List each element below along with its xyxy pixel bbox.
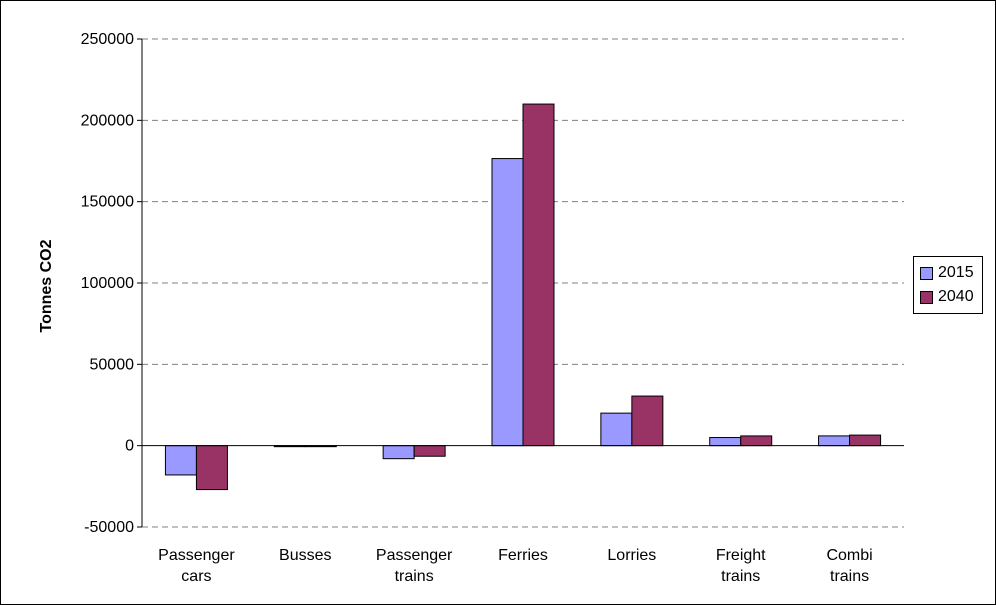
bar-2015 (600, 412, 633, 447)
legend-swatch-2040 (920, 290, 933, 304)
bar-2015 (709, 437, 742, 447)
legend: 2015 2040 (913, 256, 983, 314)
x-category-label-line: trains (721, 568, 760, 585)
y-tick-labels: -50000 0 50000 100000 150000 200000 250000 (81, 31, 134, 536)
bar-2040 (740, 435, 773, 447)
x-category-label: Freight trains (716, 547, 766, 585)
x-category-label-line: Passenger (158, 547, 235, 564)
y-tick-label: 200000 (81, 112, 134, 129)
x-category-label: Passenger cars (158, 547, 235, 585)
x-category-label-line: Busses (279, 547, 331, 564)
bar-2040 (195, 445, 228, 491)
x-category-label-line: trains (395, 568, 434, 585)
bar-2040 (631, 395, 664, 447)
bar-2040 (413, 445, 446, 457)
legend-item-2015: 2015 (920, 263, 974, 283)
bar-2015 (164, 445, 197, 476)
bar-2015 (491, 158, 524, 447)
x-category-label: Passenger trains (376, 547, 453, 585)
axes (137, 38, 904, 528)
legend-label-2040: 2040 (938, 288, 974, 305)
y-tick-label: 150000 (81, 194, 134, 211)
x-category-label: Busses (279, 547, 331, 564)
y-axis-title: Tonnes CO2 (38, 239, 55, 332)
y-tick-label: 50000 (90, 356, 135, 373)
x-category-label-line: Combi (826, 547, 872, 564)
legend-swatch-2015 (920, 266, 933, 280)
bar-2040 (849, 434, 882, 447)
x-category-label: Ferries (498, 547, 548, 564)
bar-2040 (522, 103, 555, 447)
x-category-label-line: cars (181, 568, 211, 585)
x-category-label-line: Freight (716, 547, 766, 564)
y-tick-label: 100000 (81, 275, 134, 292)
bar-2015 (818, 435, 851, 447)
y-tick-label: 250000 (81, 31, 134, 48)
x-category-label: Lorries (607, 547, 656, 564)
x-category-label-line: Lorries (607, 547, 656, 564)
y-tick-label: -50000 (84, 519, 134, 536)
x-category-label: Combi trains (826, 547, 872, 585)
x-category-label-line: Passenger (376, 547, 453, 564)
bars (164, 103, 882, 491)
legend-item-2040: 2040 (920, 287, 974, 307)
x-category-labels: Passenger cars Busses Passenger trains Ferrie… (158, 547, 873, 585)
y-tick-label: 0 (125, 438, 134, 455)
x-category-label-line: trains (830, 568, 869, 585)
bar-2015 (382, 445, 415, 460)
legend-label-2015: 2015 (938, 264, 974, 281)
x-category-label-line: Ferries (498, 547, 548, 564)
